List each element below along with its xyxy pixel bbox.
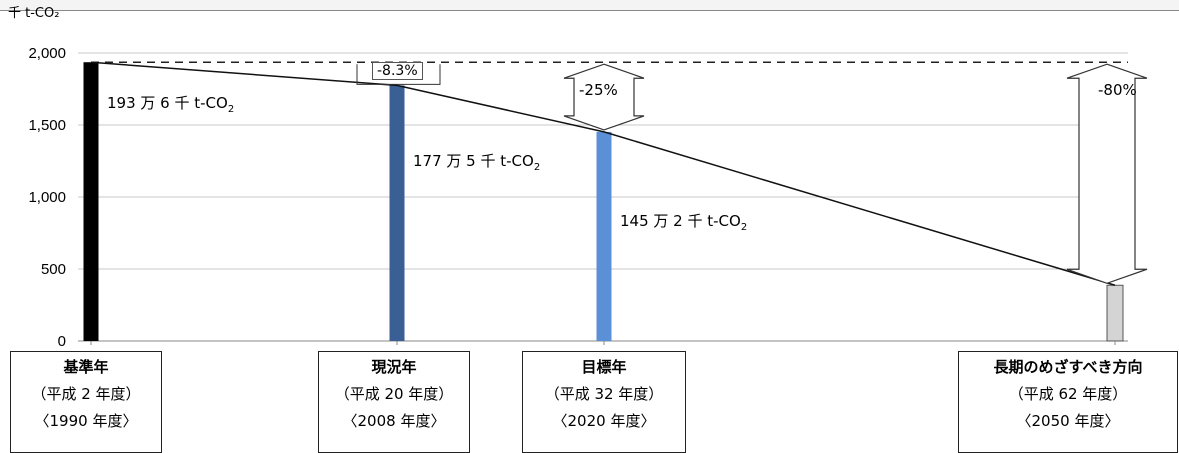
category-2050-name: 長期のめざすべき方向 (993, 358, 1143, 376)
category-box-2008: 現況年 （平成 20 年度） 〈2008 年度〉 (318, 351, 470, 453)
category-box-1990: 基準年 （平成 2 年度） 〈1990 年度〉 (10, 351, 162, 453)
category-2050-year: 〈2050 年度〉 (1016, 412, 1120, 430)
reduction-label-2020: -25% (579, 81, 618, 99)
category-1990-name: 基準年 (63, 358, 109, 376)
bar-0 (83, 62, 99, 341)
y-tick-label-1000: 1,000 (28, 189, 66, 206)
reduction-label-2050: -80% (1098, 81, 1137, 99)
category-2008-year: 〈2008 年度〉 (342, 412, 446, 430)
y-unit-label: 千 t-CO₂ (8, 2, 59, 21)
y-tick-label-0: 0 (58, 333, 66, 350)
category-2050-era: （平成 62 年度） (1008, 385, 1128, 403)
data-label-2020-sub: 2 (740, 222, 748, 233)
window-top-strip (0, 0, 1179, 11)
category-2020-year: 〈2020 年度〉 (552, 412, 656, 430)
bar-1 (389, 85, 405, 342)
y-tick-label-2000: 2,000 (28, 45, 66, 62)
reduction-arrow-2050 (1066, 63, 1148, 284)
y-tick-label-500: 500 (41, 261, 66, 278)
trend-line (90, 61, 1116, 286)
category-2020-name: 目標年 (581, 358, 627, 376)
data-label-1990: 193 万 6 千 t-CO2 (107, 92, 234, 115)
data-label-2008-text: 177 万 5 千 t-CO (413, 152, 534, 170)
data-label-2008: 177 万 5 千 t-CO2 (413, 150, 540, 173)
category-2008-era: （平成 20 年度） (334, 385, 454, 403)
data-label-2020-text: 145 万 2 千 t-CO (620, 212, 741, 230)
data-label-2020: 145 万 2 千 t-CO2 (620, 210, 747, 233)
bar-3 (1106, 284, 1124, 342)
bar-2 (596, 131, 612, 341)
reduction-label-2008: -8.3% (372, 62, 423, 80)
data-label-1990-sub: 2 (227, 104, 235, 115)
data-label-1990-text: 193 万 6 千 t-CO (107, 94, 228, 112)
category-1990-year: 〈1990 年度〉 (34, 412, 138, 430)
data-label-2008-sub: 2 (533, 162, 541, 173)
reduction-arrow-2020 (563, 63, 645, 131)
category-box-2020: 目標年 （平成 32 年度） 〈2020 年度〉 (522, 351, 686, 453)
category-box-2050: 長期のめざすべき方向 （平成 62 年度） 〈2050 年度〉 (958, 351, 1178, 453)
reduction-bracket-2008 (356, 64, 441, 85)
y-tick-label-1500: 1,500 (28, 117, 66, 134)
category-2020-era: （平成 32 年度） (544, 385, 664, 403)
category-1990-era: （平成 2 年度） (31, 385, 141, 403)
y-unit-text: 千 t-CO₂ (8, 6, 60, 21)
category-2008-name: 現況年 (371, 358, 417, 376)
